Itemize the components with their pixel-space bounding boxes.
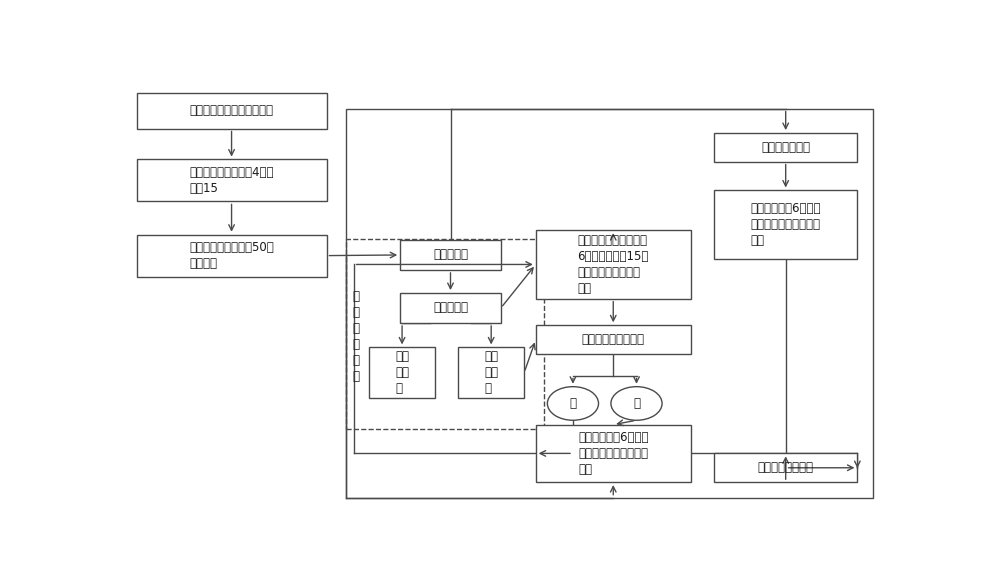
- Text: 飞
行
控
制
单
元: 飞 行 控 制 单 元: [352, 290, 359, 383]
- Text: 无人机下降至地面: 无人机下降至地面: [758, 461, 814, 474]
- Bar: [458, 347, 524, 398]
- Text: 否: 否: [569, 397, 576, 410]
- Bar: [346, 108, 873, 498]
- Text: 是: 是: [633, 397, 640, 410]
- Text: 姿态
传感
器: 姿态 传感 器: [484, 350, 498, 395]
- Text: 启动主翼后方螺旋桨4及螺
旋桨15: 启动主翼后方螺旋桨4及螺 旋桨15: [189, 166, 274, 195]
- Bar: [137, 160, 326, 201]
- Text: 无人机水平巡航: 无人机水平巡航: [761, 141, 810, 154]
- Bar: [714, 133, 857, 162]
- Text: 飞控计算机: 飞控计算机: [433, 249, 468, 261]
- Bar: [137, 235, 326, 277]
- Ellipse shape: [547, 387, 599, 420]
- Bar: [400, 240, 501, 270]
- Bar: [714, 453, 857, 482]
- Text: 偏转水平尾翼6活动部
分使无人机逐渐呈垂直
姿态: 偏转水平尾翼6活动部 分使无人机逐渐呈垂直 姿态: [750, 202, 821, 247]
- Text: 限位
传感
器: 限位 传感 器: [395, 350, 409, 395]
- Text: 舵机控制器: 舵机控制器: [433, 301, 468, 315]
- Bar: [536, 325, 691, 354]
- Bar: [536, 425, 691, 482]
- Bar: [369, 347, 435, 398]
- Text: 无人机是否姿态稳定: 无人机是否姿态稳定: [582, 333, 645, 346]
- Bar: [400, 293, 501, 323]
- Text: 偏转水平尾翼6活动部
分使无人机逐渐呈水平
姿态: 偏转水平尾翼6活动部 分使无人机逐渐呈水平 姿态: [578, 431, 648, 476]
- Bar: [137, 93, 326, 129]
- Text: 初始状态：无人机垂直静立: 初始状态：无人机垂直静立: [190, 104, 274, 117]
- Text: 无人机垂直上升至约50米
安全高度: 无人机垂直上升至约50米 安全高度: [189, 241, 274, 270]
- Bar: [536, 230, 691, 298]
- Ellipse shape: [611, 387, 662, 420]
- Bar: [346, 239, 544, 429]
- Bar: [714, 191, 857, 259]
- Text: 偏转水平尾翼活动部分
6，配合螺旋桨15差
动，使无人机姿态稳
定。: 偏转水平尾翼活动部分 6，配合螺旋桨15差 动，使无人机姿态稳 定。: [578, 234, 649, 295]
